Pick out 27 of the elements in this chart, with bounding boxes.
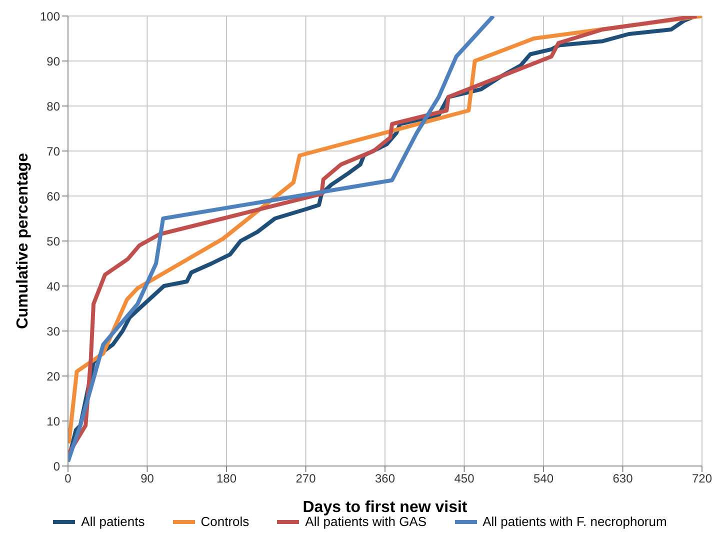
legend-label: All patients with F. necrophorum <box>482 514 667 529</box>
y-tick-label: 70 <box>46 144 60 158</box>
y-tick-label: 10 <box>46 414 60 428</box>
x-tick-label: 450 <box>454 472 475 486</box>
x-tick-label: 180 <box>216 472 237 486</box>
y-tick-label: 50 <box>46 234 60 248</box>
legend-label: All patients <box>81 514 145 529</box>
y-tick-label: 100 <box>40 9 60 24</box>
x-tick-label: 0 <box>64 472 72 486</box>
x-tick-label: 630 <box>612 472 634 486</box>
x-tick-label: 360 <box>374 472 396 486</box>
x-tick-label: 270 <box>296 472 316 486</box>
y-tick-label: 0 <box>53 459 60 474</box>
line-series <box>68 16 496 464</box>
legend-label: All patients with GAS <box>305 514 427 529</box>
y-axis-title: Cumulative percentage <box>14 152 32 330</box>
y-tick-label: 80 <box>46 99 60 114</box>
y-tick-label: 40 <box>46 279 60 294</box>
x-axis-title: Days to first new visit <box>302 499 468 516</box>
y-tick-label: 30 <box>46 324 60 338</box>
legend-label: Controls <box>200 514 250 529</box>
y-tick-label: 60 <box>46 189 60 204</box>
x-tick-label: 90 <box>140 472 154 486</box>
x-tick-label: 540 <box>533 472 554 486</box>
y-tick-label: 20 <box>46 369 60 384</box>
x-tick-label: 720 <box>692 472 712 486</box>
y-tick-label: 90 <box>46 54 60 68</box>
